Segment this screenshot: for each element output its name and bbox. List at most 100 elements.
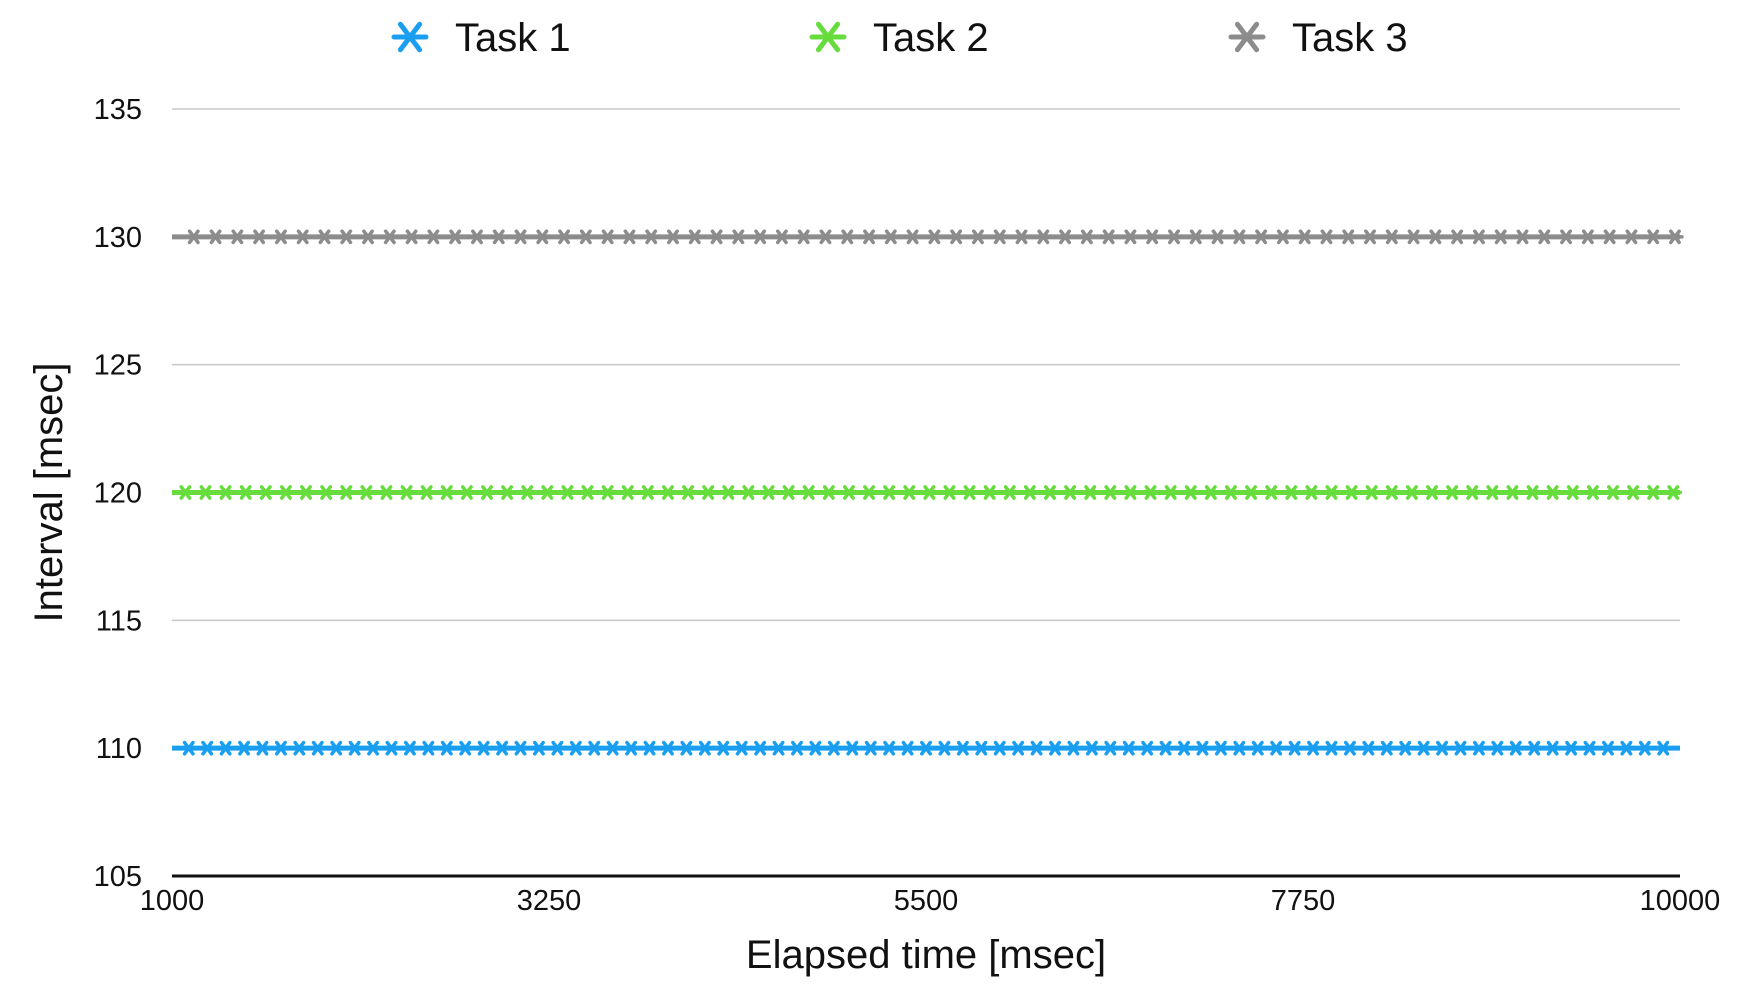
data-point xyxy=(1339,229,1357,245)
data-point xyxy=(677,740,696,756)
data-point xyxy=(659,740,677,756)
data-point xyxy=(1222,485,1240,500)
data-point xyxy=(1584,485,1602,500)
data-point xyxy=(1322,740,1341,756)
data-point xyxy=(1525,740,1543,756)
data-point xyxy=(327,740,345,756)
data-point xyxy=(1600,229,1619,245)
data-point xyxy=(1304,740,1322,756)
data-point xyxy=(659,485,677,500)
series-1 xyxy=(172,740,1680,756)
data-point xyxy=(880,485,898,500)
data-point xyxy=(1141,485,1160,500)
legend-label: Task 3 xyxy=(1292,16,1408,60)
data-point xyxy=(1666,229,1684,245)
data-point xyxy=(860,229,878,245)
data-point xyxy=(1262,485,1280,500)
data-point xyxy=(1302,485,1321,500)
data-point xyxy=(272,229,290,245)
data-point xyxy=(401,740,419,756)
data-point xyxy=(397,485,416,500)
data-point xyxy=(1622,229,1641,245)
data-point xyxy=(458,485,476,500)
data-point xyxy=(293,229,312,245)
data-point xyxy=(538,485,557,500)
data-point xyxy=(707,229,726,245)
data-point xyxy=(511,229,530,245)
data-point xyxy=(216,485,235,500)
data-point xyxy=(1317,229,1336,245)
data-point xyxy=(954,740,972,756)
data-point xyxy=(1285,740,1304,756)
data-point xyxy=(1242,485,1260,500)
y-tick-label: 105 xyxy=(94,861,142,893)
data-point xyxy=(216,740,235,756)
data-point xyxy=(1230,229,1249,245)
data-point xyxy=(990,229,1009,245)
data-point xyxy=(1064,740,1083,756)
data-point xyxy=(1041,485,1059,500)
data-point xyxy=(838,229,856,245)
data-point xyxy=(925,229,944,245)
data-point xyxy=(474,740,493,756)
data-point xyxy=(1470,740,1488,756)
data-point xyxy=(272,740,290,756)
data-point xyxy=(1617,740,1636,756)
legend-marker-icon xyxy=(391,21,429,53)
data-point xyxy=(860,485,878,500)
data-point xyxy=(1513,229,1532,245)
data-point xyxy=(820,485,838,500)
data-point xyxy=(1580,740,1599,756)
data-point xyxy=(1165,229,1183,245)
data-point xyxy=(788,740,806,756)
data-point xyxy=(1187,229,1205,245)
data-point xyxy=(1523,485,1542,500)
data-point xyxy=(1193,740,1212,756)
data-point xyxy=(917,740,935,756)
data-point xyxy=(1654,740,1672,756)
data-point xyxy=(1175,740,1193,756)
data-point xyxy=(1021,485,1039,500)
data-point xyxy=(585,740,603,756)
data-point xyxy=(533,229,552,245)
data-point xyxy=(180,740,198,756)
y-tick-label: 125 xyxy=(94,350,142,382)
data-point xyxy=(642,229,660,245)
data-point xyxy=(598,485,617,500)
data-point xyxy=(1543,740,1562,756)
data-point xyxy=(206,229,225,245)
data-point xyxy=(1156,740,1175,756)
data-point xyxy=(1027,740,1046,756)
data-point xyxy=(250,229,268,245)
data-point xyxy=(548,740,567,756)
data-point xyxy=(1359,740,1378,756)
data-point xyxy=(1252,229,1270,245)
legend-item: Task 2 xyxy=(809,16,989,60)
series-2 xyxy=(172,485,1683,500)
data-point xyxy=(236,485,255,500)
legend-label: Task 1 xyxy=(455,16,571,60)
data-point xyxy=(806,740,825,756)
data-point xyxy=(1138,740,1156,756)
data-point xyxy=(1564,485,1582,500)
data-point xyxy=(699,485,717,500)
data-point xyxy=(719,485,738,500)
data-point xyxy=(960,485,979,500)
legend-label: Task 2 xyxy=(873,16,989,60)
data-point xyxy=(1378,740,1396,756)
data-point xyxy=(622,740,640,756)
data-point xyxy=(779,485,798,500)
data-point xyxy=(290,740,309,756)
data-point xyxy=(345,740,364,756)
data-point xyxy=(1230,740,1249,756)
data-point xyxy=(1322,485,1341,500)
data-point xyxy=(1078,229,1096,245)
data-point xyxy=(337,229,356,245)
data-point xyxy=(1282,485,1301,500)
data-point xyxy=(900,485,918,500)
data-point xyxy=(1470,229,1488,245)
data-point xyxy=(1161,485,1180,500)
data-point xyxy=(382,740,401,756)
data-point xyxy=(1491,229,1510,245)
data-point xyxy=(799,485,818,500)
